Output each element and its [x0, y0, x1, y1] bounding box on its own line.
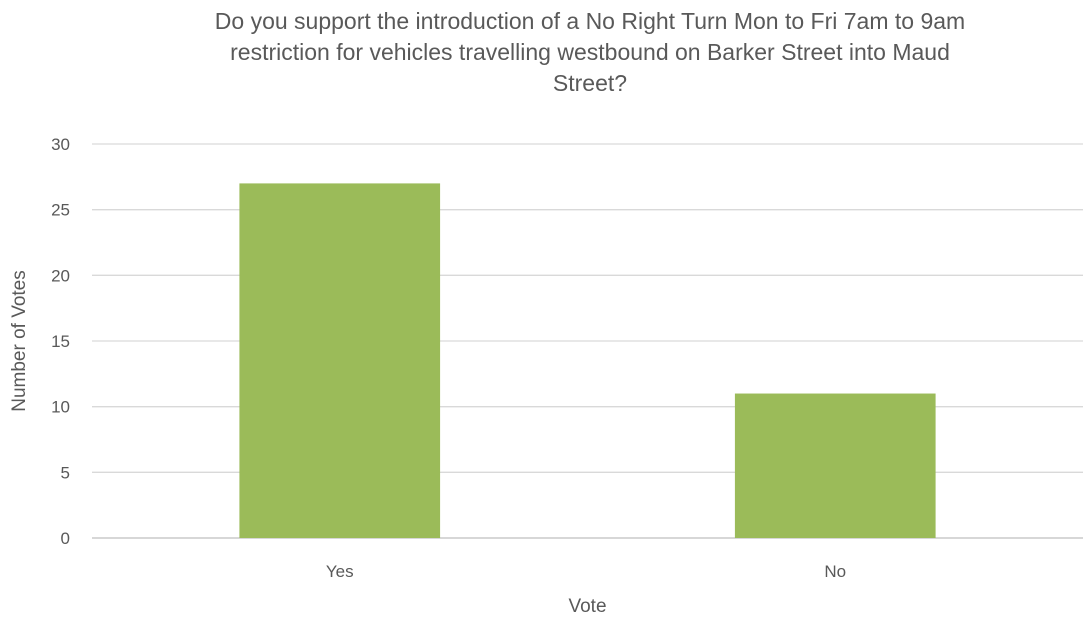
y-axis-title: Number of Votes	[9, 270, 30, 412]
y-tick-label: 10	[51, 398, 70, 417]
x-axis-ticks: Yes No	[326, 562, 846, 581]
y-tick-label: 30	[51, 135, 70, 154]
chart-title-line-1: Do you support the introduction of a No …	[214, 8, 966, 34]
chart-title-line-3: Street?	[552, 70, 628, 96]
x-tick-label: No	[824, 562, 846, 581]
y-tick-label: 25	[51, 201, 70, 220]
chart-title-line-2: restriction for vehicles travelling west…	[230, 39, 950, 65]
bar-yes	[239, 183, 441, 538]
y-tick-label: 15	[51, 332, 70, 351]
x-tick-label: Yes	[326, 562, 354, 581]
y-tick-label: 20	[51, 266, 70, 285]
x-axis-title: Vote	[568, 596, 606, 617]
y-tick-label: 5	[61, 463, 70, 482]
bar-no	[734, 393, 936, 538]
y-axis-ticks: 0 5 10 15 20 25 30	[51, 135, 70, 548]
bars	[239, 183, 936, 538]
chart-title: Do you support the introduction of a No …	[90, 6, 1085, 99]
y-tick-label: 0	[61, 529, 70, 548]
